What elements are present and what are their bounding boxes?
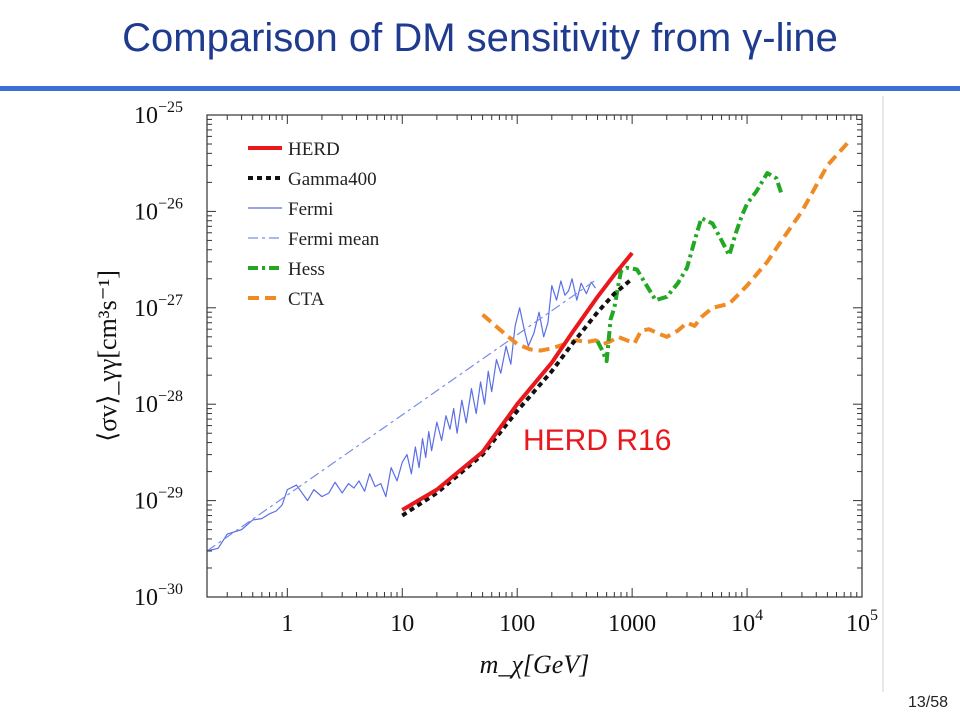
series-gamma400-line — [401, 277, 634, 518]
x-tick-label: 10 — [390, 611, 414, 637]
series-fermi-mean-line — [207, 278, 598, 552]
x-tick-label: 104 — [731, 607, 763, 637]
legend-label-fermi: Fermi — [288, 199, 333, 220]
series-cta-line — [481, 137, 853, 353]
y-tick-label: 10−29 — [134, 485, 183, 515]
legend-label-cta: CTA — [288, 289, 325, 310]
y-tick-label: 10−27 — [134, 292, 183, 322]
slide-title: Comparison of DM sensitivity from γ-line — [122, 16, 838, 60]
y-tick-label: 10−30 — [134, 581, 183, 611]
herd-r16-annotation: HERD R16 — [523, 424, 672, 457]
y-tick-label: 10−26 — [134, 195, 183, 225]
y-tick-label: 10−28 — [134, 388, 183, 418]
axis-ticks — [206, 114, 863, 598]
axis-tick-labels: 1 10 100 1000 104 105 10−25 10−26 10−27 10−28 10−2… — [134, 99, 878, 637]
chart-curves — [207, 137, 853, 552]
axis-labels: m_χ[GeV] ⟨σv⟩_γγ[cm³s⁻¹] — [93, 270, 589, 679]
series-hess-line — [595, 171, 784, 364]
legend-label-hess: Hess — [288, 259, 325, 280]
x-tick-label: 105 — [846, 607, 878, 637]
panel-divider — [882, 96, 884, 692]
y-axis-label: ⟨σv⟩_γγ[cm³s⁻¹] — [93, 270, 122, 442]
legend-label-herd: HERD — [288, 139, 340, 160]
y-tick-label: 10−25 — [134, 99, 183, 129]
series-herd-line — [401, 251, 634, 512]
title-underline — [0, 86, 960, 91]
plot-frame — [206, 114, 863, 598]
x-tick-label: 1000 — [608, 611, 656, 637]
chart-legend: HERD Gamma400 Fermi Fermi mean Hess CTA — [248, 139, 380, 310]
x-tick-label: 100 — [499, 611, 535, 637]
legend-label-fermi-mean: Fermi mean — [288, 229, 380, 250]
page-number: 13/58 — [907, 694, 948, 711]
x-tick-label: 1 — [281, 611, 293, 637]
x-axis-label: m_χ[GeV] — [480, 650, 590, 679]
series-fermi-line — [207, 278, 596, 552]
legend-label-gamma400: Gamma400 — [288, 169, 377, 190]
